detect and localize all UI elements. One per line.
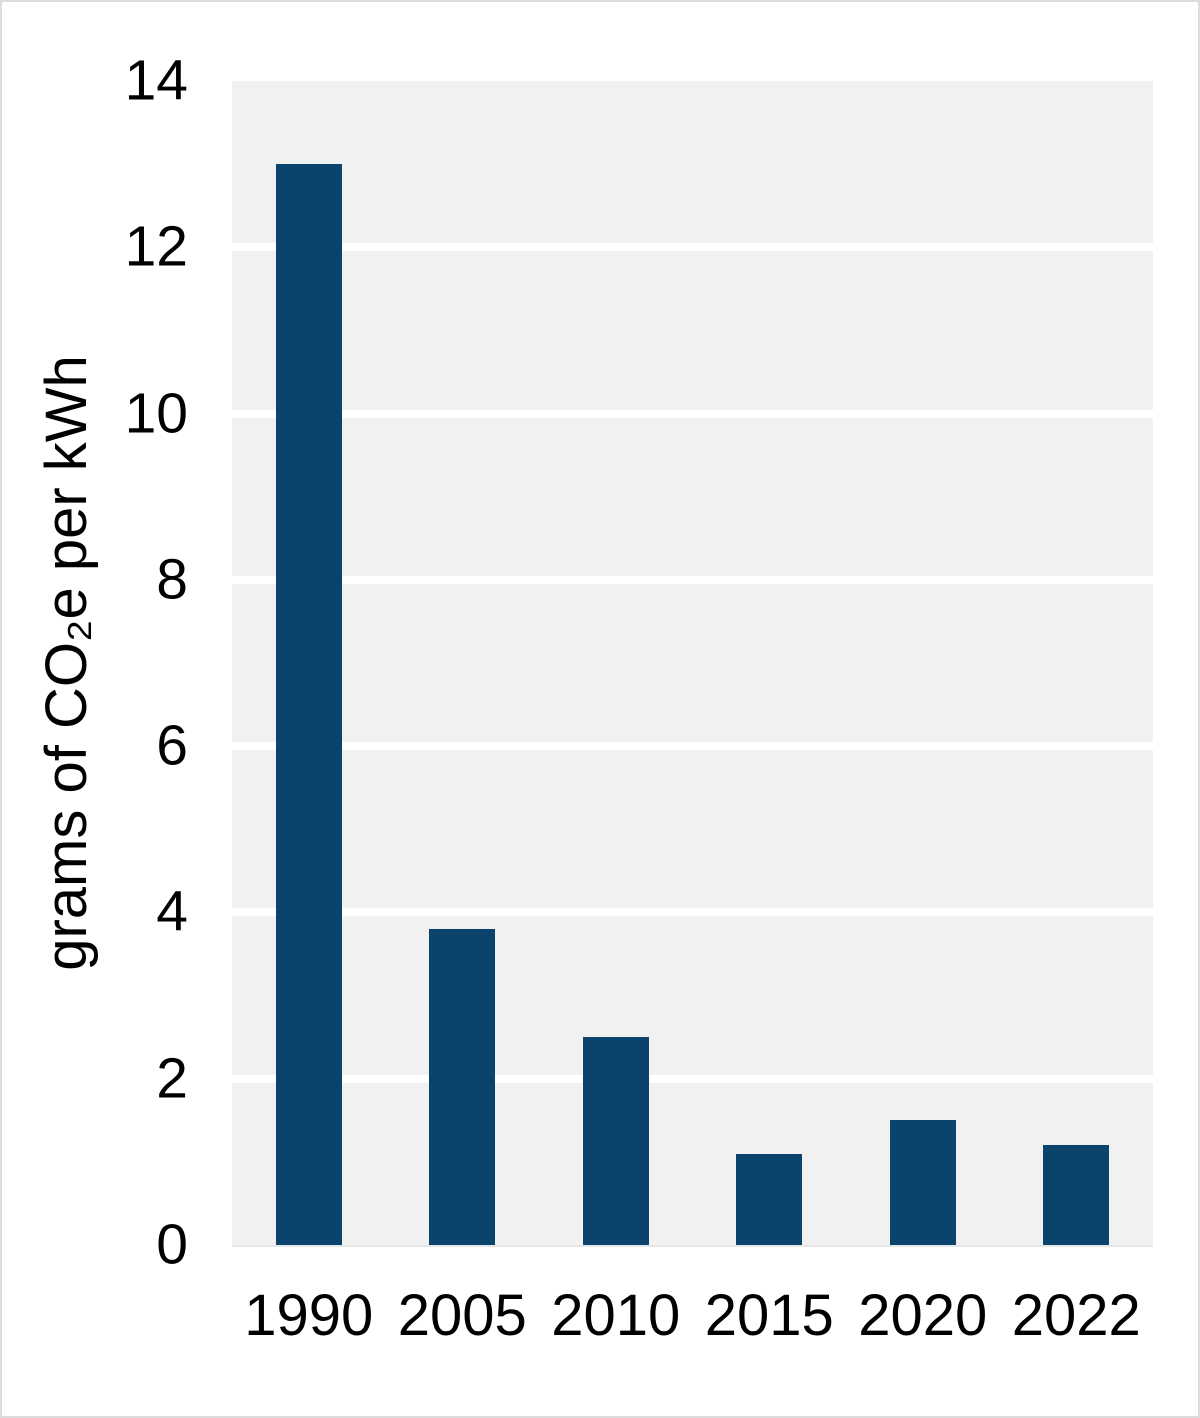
y-tick-label: 2 bbox=[156, 1046, 188, 1111]
gridline bbox=[232, 409, 1153, 418]
x-tick-label: 2022 bbox=[1011, 1283, 1141, 1348]
x-tick-label: 2020 bbox=[858, 1283, 988, 1348]
gridline bbox=[232, 243, 1153, 252]
x-tick-label: 2010 bbox=[551, 1283, 681, 1348]
y-tick-label: 4 bbox=[156, 879, 188, 944]
bar-2020 bbox=[889, 1120, 956, 1245]
bar-2022 bbox=[1043, 1145, 1110, 1245]
gridline bbox=[232, 908, 1153, 917]
y-tick-label: 0 bbox=[156, 1212, 188, 1277]
gridline bbox=[232, 742, 1153, 751]
bar-2005 bbox=[429, 929, 496, 1245]
y-tick-label: 14 bbox=[124, 48, 188, 113]
y-tick-label: 10 bbox=[124, 381, 188, 446]
x-axis: 1990 2005 2010 2015 2020 2022 bbox=[232, 1247, 1153, 1377]
x-tick-label: 2005 bbox=[397, 1283, 527, 1348]
y-tick-label: 12 bbox=[124, 214, 188, 279]
gridline bbox=[232, 575, 1153, 584]
y-axis: 0 2 4 6 8 10 12 14 bbox=[2, 52, 188, 1273]
bar-2015 bbox=[736, 1153, 803, 1245]
x-tick-label: 1990 bbox=[244, 1283, 374, 1348]
y-tick-label: 6 bbox=[156, 713, 188, 778]
bar-2010 bbox=[582, 1037, 649, 1245]
plot-area bbox=[232, 81, 1153, 1247]
x-tick-label: 2015 bbox=[704, 1283, 834, 1348]
y-tick-label: 8 bbox=[156, 547, 188, 612]
bar-1990 bbox=[275, 164, 342, 1245]
gridline bbox=[232, 1074, 1153, 1083]
